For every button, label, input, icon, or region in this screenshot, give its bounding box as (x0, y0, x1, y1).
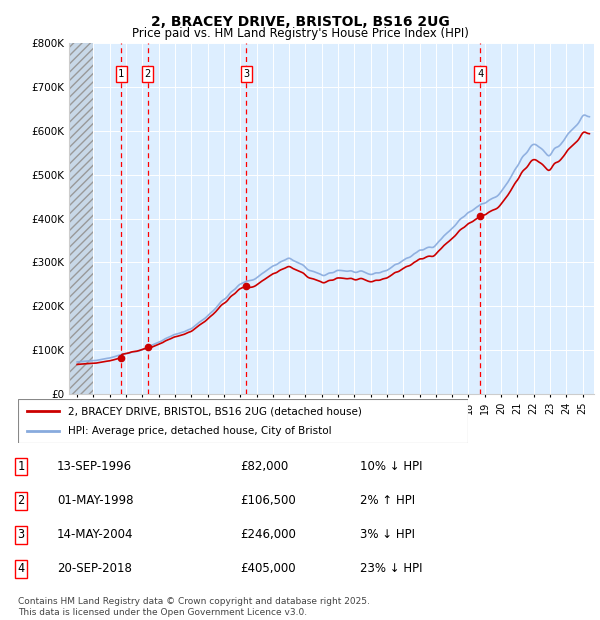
Text: 13-SEP-1996: 13-SEP-1996 (57, 460, 132, 473)
Text: 3% ↓ HPI: 3% ↓ HPI (360, 528, 415, 541)
Text: 20-SEP-2018: 20-SEP-2018 (57, 562, 132, 575)
Text: £405,000: £405,000 (240, 562, 296, 575)
Text: 23% ↓ HPI: 23% ↓ HPI (360, 562, 422, 575)
Text: 2, BRACEY DRIVE, BRISTOL, BS16 2UG (detached house): 2, BRACEY DRIVE, BRISTOL, BS16 2UG (deta… (67, 406, 361, 416)
Text: 4: 4 (477, 69, 484, 79)
Text: 2: 2 (17, 494, 25, 507)
Text: HPI: Average price, detached house, City of Bristol: HPI: Average price, detached house, City… (67, 426, 331, 436)
Text: 4: 4 (17, 562, 25, 575)
Text: 14-MAY-2004: 14-MAY-2004 (57, 528, 133, 541)
Text: 10% ↓ HPI: 10% ↓ HPI (360, 460, 422, 473)
Text: 2, BRACEY DRIVE, BRISTOL, BS16 2UG: 2, BRACEY DRIVE, BRISTOL, BS16 2UG (151, 16, 449, 30)
Bar (69, 39, 94, 394)
Text: 2: 2 (145, 69, 151, 79)
Text: £246,000: £246,000 (240, 528, 296, 541)
FancyBboxPatch shape (18, 399, 468, 443)
Text: £82,000: £82,000 (240, 460, 288, 473)
Text: 3: 3 (243, 69, 250, 79)
Text: £106,500: £106,500 (240, 494, 296, 507)
Text: 3: 3 (17, 528, 25, 541)
Text: 1: 1 (118, 69, 124, 79)
Text: 1: 1 (17, 460, 25, 473)
Text: Price paid vs. HM Land Registry's House Price Index (HPI): Price paid vs. HM Land Registry's House … (131, 27, 469, 40)
Text: Contains HM Land Registry data © Crown copyright and database right 2025.
This d: Contains HM Land Registry data © Crown c… (18, 598, 370, 617)
Text: 2% ↑ HPI: 2% ↑ HPI (360, 494, 415, 507)
Text: 01-MAY-1998: 01-MAY-1998 (57, 494, 133, 507)
